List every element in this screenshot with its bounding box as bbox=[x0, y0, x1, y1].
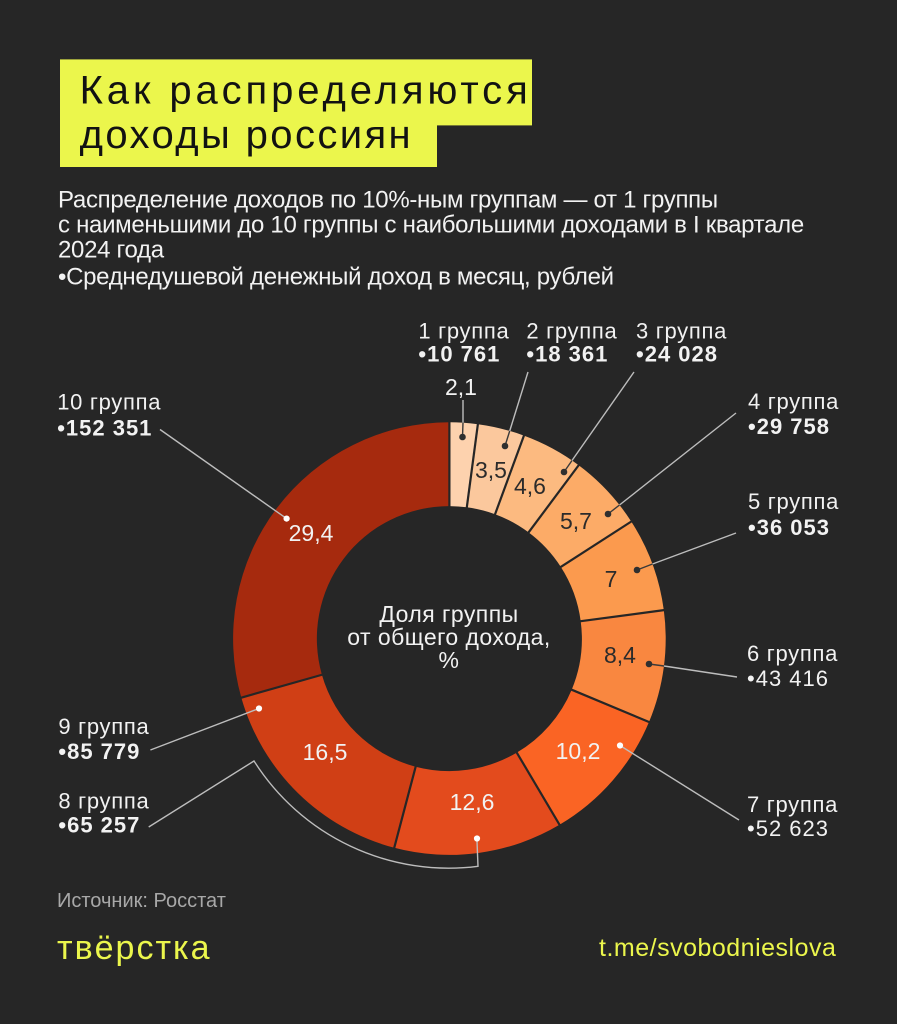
svg-text:3 группа: 3 группа bbox=[636, 319, 727, 344]
svg-text:7: 7 bbox=[605, 566, 618, 592]
svg-text:2 группа: 2 группа bbox=[526, 319, 617, 344]
svg-text:5 группа: 5 группа bbox=[748, 489, 839, 514]
svg-text:8,4: 8,4 bbox=[604, 642, 636, 668]
svg-text:%: % bbox=[439, 647, 460, 673]
svg-text:7 группа: 7 группа bbox=[747, 792, 838, 817]
svg-text:10,2: 10,2 bbox=[556, 738, 601, 764]
svg-text:Распределение доходов по 10%-н: Распределение доходов по 10%-ным группам… bbox=[58, 186, 718, 213]
svg-text:4 группа: 4 группа bbox=[748, 389, 839, 414]
svg-text:16,5: 16,5 bbox=[303, 739, 348, 765]
svg-text:•65 257: •65 257 bbox=[58, 813, 140, 838]
svg-text:6 группа: 6 группа bbox=[747, 641, 838, 666]
svg-text:•152 351: •152 351 bbox=[57, 415, 152, 440]
svg-text:3,5: 3,5 bbox=[475, 457, 507, 483]
svg-text:Как распределяются: Как распределяются bbox=[80, 69, 532, 113]
svg-text:2,1: 2,1 bbox=[445, 374, 477, 400]
svg-text:•Среднедушевой денежный доход: •Среднедушевой денежный доход в месяц, р… bbox=[58, 264, 614, 291]
svg-text:8 группа: 8 группа bbox=[58, 789, 149, 814]
svg-text:•24 028: •24 028 bbox=[636, 342, 718, 367]
svg-text:10 группа: 10 группа bbox=[57, 389, 161, 414]
svg-text:1 группа: 1 группа bbox=[418, 319, 509, 344]
svg-text:•43 416: •43 416 bbox=[747, 666, 829, 691]
svg-text:12,6: 12,6 bbox=[450, 789, 495, 815]
svg-text:2024 года: 2024 года bbox=[58, 237, 165, 264]
svg-text:•10 761: •10 761 bbox=[418, 342, 500, 367]
svg-text:доходы россиян: доходы россиян bbox=[80, 113, 413, 157]
svg-text:Доля группы: Доля группы bbox=[379, 601, 518, 627]
svg-text:твёрстка: твёрстка bbox=[57, 929, 212, 967]
svg-text:29,4: 29,4 bbox=[289, 520, 334, 546]
svg-text:•52 623: •52 623 bbox=[747, 816, 829, 841]
svg-text:•18 361: •18 361 bbox=[526, 342, 608, 367]
svg-text:9 группа: 9 группа bbox=[58, 714, 149, 739]
svg-text:4,6: 4,6 bbox=[514, 473, 546, 499]
svg-text:•85 779: •85 779 bbox=[58, 739, 140, 764]
svg-text:5,7: 5,7 bbox=[560, 508, 592, 534]
svg-text:t.me/svobodnieslova: t.me/svobodnieslova bbox=[599, 934, 836, 962]
svg-text:•36 053: •36 053 bbox=[748, 515, 830, 540]
svg-text:с наименьшими до 10 группы с н: с наименьшими до 10 группы с наибольшими… bbox=[58, 212, 804, 239]
svg-text:Источник: Росстат: Источник: Росстат bbox=[57, 890, 226, 912]
svg-text:•29 758: •29 758 bbox=[748, 414, 830, 439]
svg-text:от общего дохода,: от общего дохода, bbox=[347, 624, 550, 650]
